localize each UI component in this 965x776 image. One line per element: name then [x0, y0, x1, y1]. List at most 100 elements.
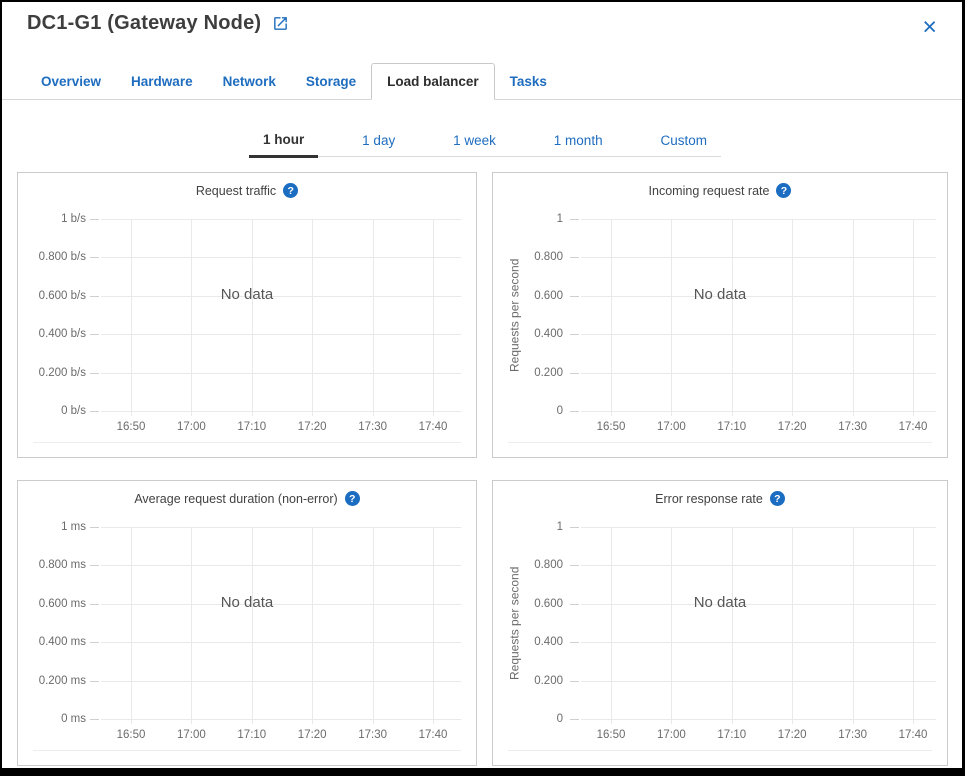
y-axis-tick-mark: [570, 642, 579, 644]
chart-title: Request traffic: [195, 183, 277, 198]
y-axis-tick-mark: [90, 219, 99, 220]
dialog-header: DC1-G1 (Gateway Node): [27, 12, 902, 35]
tab-network[interactable]: Network: [222, 74, 276, 89]
time-range-1-hour[interactable]: 1 hour: [249, 124, 319, 158]
chart-title: Average request duration (non-error): [134, 491, 338, 506]
x-tick-label: 17:40: [418, 421, 448, 433]
y-tick-label: 0.400: [534, 636, 563, 649]
tab-tasks[interactable]: Tasks: [509, 74, 547, 89]
chart-title-row: Request traffic ?: [18, 183, 476, 198]
y-tick-label: 0.600 b/s: [38, 289, 86, 302]
time-range-custom[interactable]: Custom: [660, 133, 707, 148]
gridline-horizontal: [581, 257, 936, 259]
y-tick-label: 0.600: [534, 289, 563, 302]
x-tick-label: 17:30: [358, 729, 387, 741]
y-axis-tick-mark: [570, 334, 579, 336]
gridline-horizontal: [101, 680, 461, 682]
y-axis-tick-mark: [570, 372, 579, 374]
x-tick-label: 17:30: [838, 729, 867, 741]
y-axis-tick-mark: [90, 372, 99, 374]
chart-title: Incoming request rate: [648, 183, 770, 198]
help-icon[interactable]: ?: [344, 491, 360, 506]
chart-plot-area: [101, 219, 461, 416]
tab-hardware[interactable]: Hardware: [131, 74, 193, 89]
y-axis-tick-mark: [90, 411, 99, 412]
close-icon[interactable]: ×: [922, 13, 937, 41]
gridline-vertical: [913, 527, 914, 724]
x-tick-label: 17:30: [838, 421, 867, 433]
help-icon[interactable]: ?: [776, 183, 792, 198]
chart-panel-incoming-request-rate: Incoming request rate ? Requests per sec…: [492, 172, 948, 458]
panel-footer-divider: [508, 750, 932, 751]
x-tick-label: 17:40: [898, 729, 928, 741]
x-tick-label: 17:40: [418, 729, 448, 741]
chart-title-row: Incoming request rate ?: [493, 183, 947, 198]
gridline-horizontal: [581, 527, 936, 528]
gridline-vertical: [191, 219, 193, 416]
y-axis-tick-labels: 1 b/s 0.800 b/s 0.600 b/s 0.400 b/s 0.200 b/…: [18, 213, 86, 417]
gridline-horizontal: [581, 719, 936, 720]
x-tick-label: 17:00: [177, 421, 206, 433]
x-tick-label: 17:10: [717, 729, 747, 741]
y-axis-tick-mark: [90, 257, 99, 259]
y-tick-label: 0 b/s: [61, 405, 86, 417]
y-tick-label: 0.400 ms: [38, 636, 86, 649]
open-in-new-icon[interactable]: [272, 15, 289, 32]
gridline-horizontal: [101, 295, 461, 297]
chart-title-row: Average request duration (non-error) ?: [18, 491, 476, 506]
x-tick-label: 16:50: [596, 729, 626, 741]
x-tick-label: 17:20: [297, 421, 327, 433]
y-axis-tick-mark: [90, 680, 99, 682]
x-tick-label: 17:10: [237, 729, 267, 741]
x-tick-label: 17:10: [237, 421, 267, 433]
x-tick-label: 17:00: [657, 421, 686, 433]
help-icon[interactable]: ?: [283, 183, 299, 198]
chart-panel-request-traffic: Request traffic ? 1 b/s 0.800 b/s 0.600 b/…: [17, 172, 477, 458]
chart-plot-area: [581, 527, 936, 724]
tab-bar: Overview Hardware Network Storage Load b…: [2, 63, 962, 100]
y-tick-label: 0.600: [534, 597, 563, 610]
gridline-horizontal: [101, 257, 461, 259]
gridline-horizontal: [581, 411, 936, 412]
y-tick-label: 0.200 ms: [38, 674, 86, 687]
gridline-vertical: [372, 219, 374, 416]
gridline-horizontal: [101, 565, 461, 567]
gridline-vertical: [312, 219, 314, 416]
no-data-label: No data: [220, 286, 274, 303]
tab-storage[interactable]: Storage: [305, 74, 357, 89]
tab-overview[interactable]: Overview: [41, 74, 102, 89]
time-range-1-day[interactable]: 1 day: [362, 133, 396, 148]
y-axis-tick-mark: [570, 527, 579, 528]
x-tick-label: 17:00: [657, 729, 686, 741]
y-axis-tick-mark: [90, 295, 99, 297]
gridline-vertical: [131, 219, 132, 416]
y-tick-label: 0.200: [534, 366, 563, 379]
no-data-label: No data: [693, 286, 747, 303]
y-axis-tick-mark: [570, 411, 579, 412]
time-range-1-month[interactable]: 1 month: [553, 133, 603, 148]
tab-load-balancer[interactable]: Load balancer: [371, 63, 495, 100]
gridline-horizontal: [581, 372, 936, 374]
y-tick-label: 0.800 ms: [38, 559, 86, 572]
gridline-vertical: [731, 219, 733, 416]
gridline-vertical: [792, 219, 794, 416]
gridline-vertical: [251, 219, 253, 416]
help-icon[interactable]: ?: [769, 491, 785, 506]
x-tick-label: 17:20: [777, 421, 807, 433]
chart-title: Error response rate: [655, 491, 763, 506]
x-axis-tick-labels: 16:50 17:00 17:10 17:20 17:30 17:40: [581, 729, 936, 743]
gridline-vertical: [611, 219, 612, 416]
y-axis-tick-mark: [570, 257, 579, 259]
time-range-1-week[interactable]: 1 week: [453, 133, 496, 148]
y-tick-label: 1 ms: [61, 521, 86, 533]
x-tick-label: 17:20: [777, 729, 807, 741]
gridline-horizontal: [581, 295, 936, 297]
gridline-horizontal: [101, 642, 461, 644]
gridline-vertical: [191, 527, 193, 724]
y-axis-tick-labels: 1 ms 0.800 ms 0.600 ms 0.400 ms 0.200 ms 0 ms: [18, 521, 86, 725]
y-axis-tick-mark: [570, 719, 579, 720]
y-tick-label: 0.600 ms: [38, 597, 86, 610]
y-tick-label: 0.200 b/s: [38, 366, 86, 379]
y-tick-label: 0.400 b/s: [38, 328, 86, 341]
